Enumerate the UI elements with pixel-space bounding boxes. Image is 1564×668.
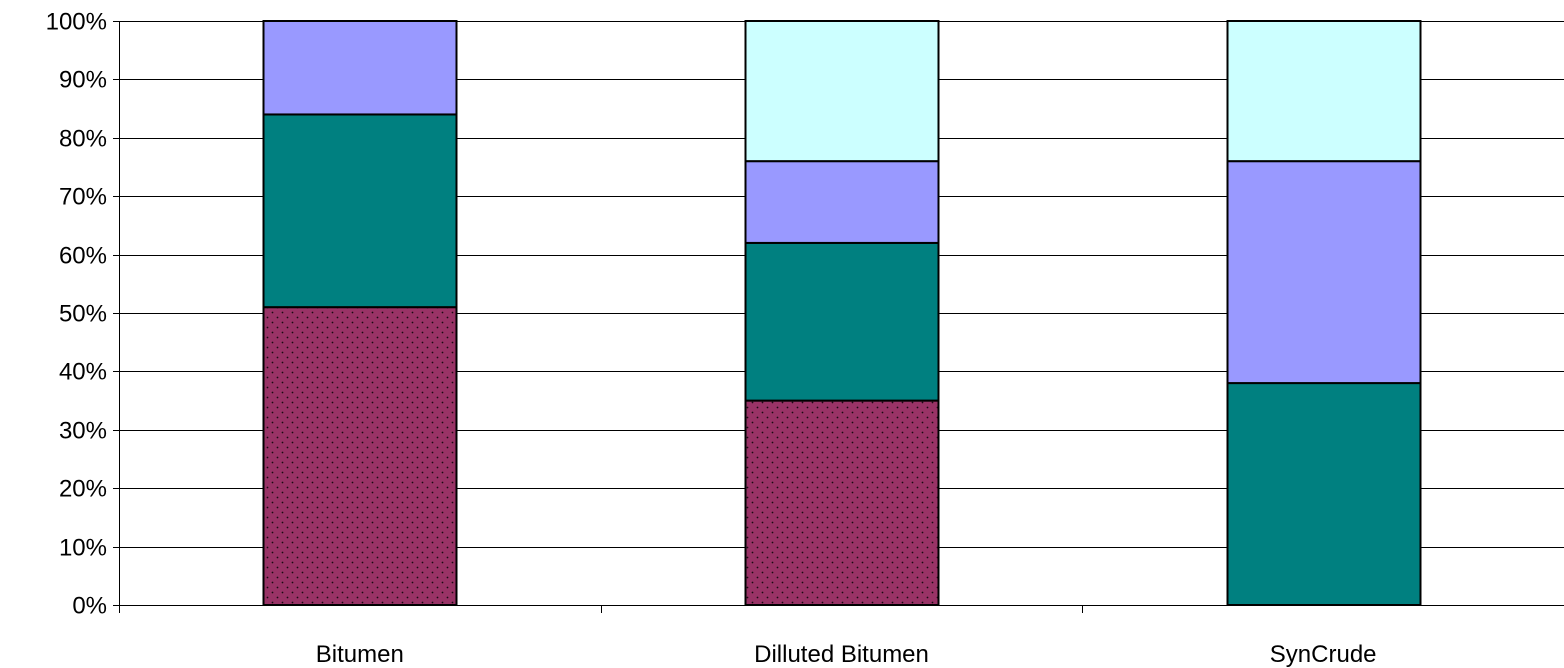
bar-segment-4 [744, 20, 940, 163]
bar-segment-3 [744, 160, 940, 244]
y-tick-label: 0% [72, 593, 107, 620]
bar-segment-2 [1226, 382, 1422, 606]
bar-segment-3 [262, 20, 458, 116]
y-tick-labels: 0% 10% 20% 30% 40% 50% 60% 70% 80% 90% 100% [46, 9, 107, 620]
y-tick-label: 100% [46, 9, 107, 36]
y-tick-label: 80% [59, 126, 107, 153]
x-tick-label: SynCrude [1270, 641, 1377, 668]
y-tick-label: 40% [59, 359, 107, 386]
bar-segment-1 [744, 399, 940, 606]
y-tick-label: 30% [59, 418, 107, 445]
bar-segment-4 [1226, 20, 1422, 163]
bar-segment-3 [1226, 160, 1422, 385]
x-tick-label: Dilluted Bitumen [754, 641, 929, 668]
y-tick-label: 70% [59, 184, 107, 211]
y-tick-label: 20% [59, 476, 107, 503]
y-tick-label: 50% [59, 301, 107, 328]
bars [262, 20, 1422, 606]
x-tick-label: Bitumen [316, 641, 404, 668]
x-tick-labels: Bitumen Dilluted Bitumen SynCrude [316, 641, 1377, 668]
y-tick-label: 10% [59, 535, 107, 562]
axes [113, 21, 1564, 613]
bar-segment-1 [262, 306, 458, 606]
bar-segment-2 [744, 241, 940, 402]
y-tick-label: 60% [59, 243, 107, 270]
y-tick-label: 90% [59, 67, 107, 94]
bar-segment-2 [262, 113, 458, 309]
